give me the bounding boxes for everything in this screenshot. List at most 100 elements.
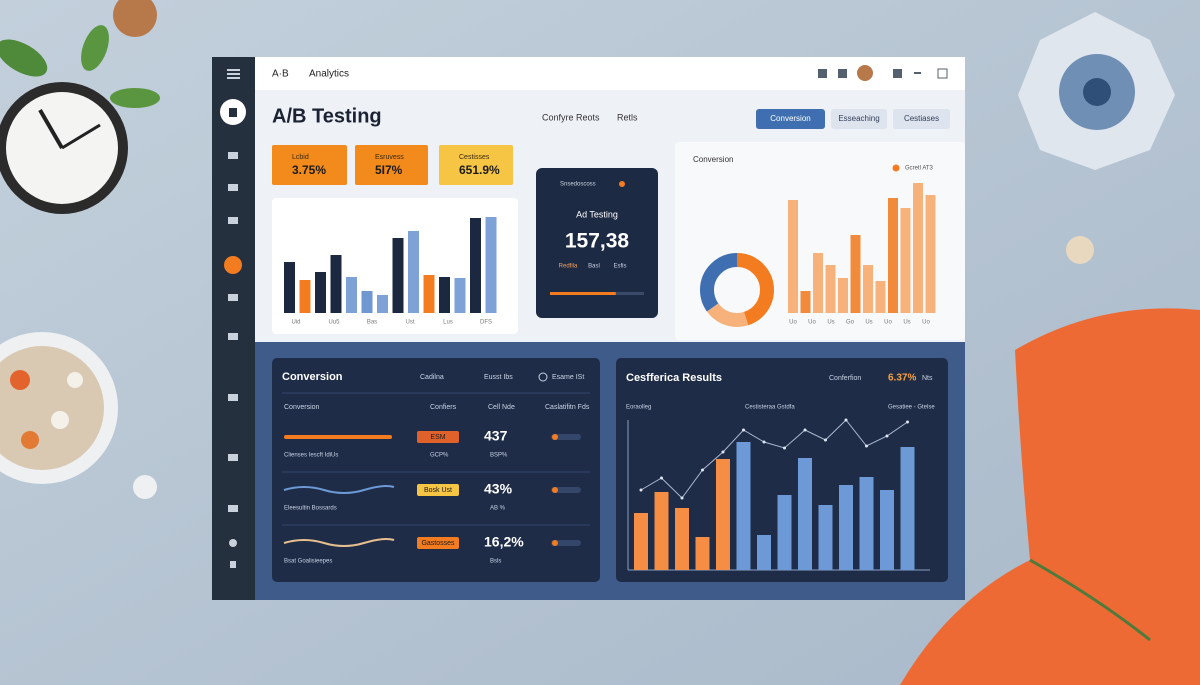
tab-label[interactable]: Conversion: [770, 114, 810, 123]
top-icons[interactable]: [818, 65, 948, 81]
bar: [818, 505, 833, 570]
bar: [423, 275, 435, 313]
sidebar: [212, 57, 255, 600]
bar: [888, 198, 898, 313]
label: 3.75%: [292, 163, 326, 177]
trend-point: [783, 446, 786, 450]
label: Confiers: [430, 404, 457, 411]
label: AB %: [490, 506, 506, 512]
app-title: Analytics: [309, 69, 349, 80]
bar: [439, 277, 450, 313]
label: 651.9%: [459, 163, 500, 177]
header-link[interactable]: Confyre Reots: [542, 112, 600, 122]
sidebar-icons[interactable]: [220, 69, 246, 568]
bar-track: [284, 435, 392, 439]
label: Uo: [808, 320, 816, 326]
toggle-knob[interactable]: [552, 487, 558, 493]
bar: [330, 255, 342, 313]
bar: [880, 490, 894, 570]
bar: [284, 262, 295, 313]
bar: [346, 277, 357, 313]
trend-point: [865, 444, 868, 448]
trend-point: [885, 434, 889, 438]
bar: [825, 265, 836, 313]
trend-point: [721, 450, 725, 454]
label: 43%: [484, 481, 513, 497]
legend-dot: [892, 164, 900, 172]
label: Conversion: [693, 155, 733, 164]
badge: [417, 484, 459, 496]
tab-label[interactable]: Esseaching: [838, 114, 879, 123]
label: Lcbid: [292, 154, 309, 161]
tab-label[interactable]: Cestiases: [904, 114, 939, 123]
bar: [757, 535, 771, 570]
label: Us: [903, 320, 910, 326]
label: Conversion: [284, 404, 320, 411]
label: Cestisses: [459, 154, 490, 161]
bar: [875, 281, 886, 313]
label: Cadilna: [420, 374, 444, 381]
toggle[interactable]: [551, 540, 581, 546]
label: Uo: [884, 320, 892, 326]
bar: [377, 295, 388, 313]
trend-point: [906, 420, 909, 424]
bar: [800, 291, 811, 313]
toggle-knob[interactable]: [552, 540, 558, 546]
label: Eusst Ibs: [484, 374, 513, 381]
tab[interactable]: [893, 109, 950, 129]
highlight-card: [536, 168, 658, 318]
clock: [0, 82, 128, 214]
tab[interactable]: [831, 109, 887, 129]
trend-point: [742, 428, 745, 432]
logo: A·B: [272, 69, 289, 80]
label: Ust: [406, 320, 415, 326]
bar: [634, 513, 648, 570]
table-panel: [272, 358, 600, 582]
bar: [838, 278, 848, 313]
label: Redfila: [559, 264, 578, 270]
label: 437: [484, 428, 508, 444]
trend-point: [824, 438, 827, 442]
sparkline: [283, 538, 395, 547]
label: 5I7%: [375, 163, 403, 177]
content: Conversion Esseaching Cestiases Lcbid 3.75% E…: [272, 109, 950, 571]
label: Cestisteraa Gstdfa: [745, 405, 795, 411]
donut-segment: [700, 253, 774, 327]
filter-icon[interactable]: [538, 372, 548, 382]
label: 157,38: [565, 230, 630, 253]
bar: [299, 280, 311, 313]
toggle[interactable]: [551, 487, 581, 493]
tab[interactable]: [756, 109, 825, 129]
donut-segment: [700, 253, 774, 327]
bar: [454, 278, 466, 313]
label: 16,2%: [484, 534, 524, 550]
toggle[interactable]: [551, 434, 581, 440]
page-title: A/B Testing: [272, 105, 382, 127]
kpi-card: [355, 145, 428, 185]
label: Conversion: [282, 371, 343, 383]
header-link[interactable]: Retls: [617, 112, 638, 122]
dot: [619, 181, 625, 187]
trend-point: [660, 476, 663, 480]
label: Eleesultin Bossards: [284, 506, 337, 512]
label: Caslatifitn Fds: [545, 404, 590, 411]
toggle-knob[interactable]: [552, 434, 558, 440]
label: Conferfion: [829, 375, 861, 382]
trend-point: [803, 428, 807, 432]
bar: [850, 235, 861, 313]
bar: [315, 272, 326, 313]
bar: [361, 291, 373, 313]
bar: [675, 508, 689, 570]
trend-point: [762, 440, 766, 444]
label: Basl: [588, 264, 600, 270]
bar: [839, 485, 853, 570]
label: Bosk Ust: [424, 487, 452, 494]
label: Uo: [922, 320, 930, 326]
label: Eoraolleg: [626, 405, 651, 411]
label: Gastosses: [421, 540, 455, 547]
label: Us: [865, 320, 872, 326]
bowl: [0, 332, 157, 499]
label: BSP%: [490, 453, 508, 459]
